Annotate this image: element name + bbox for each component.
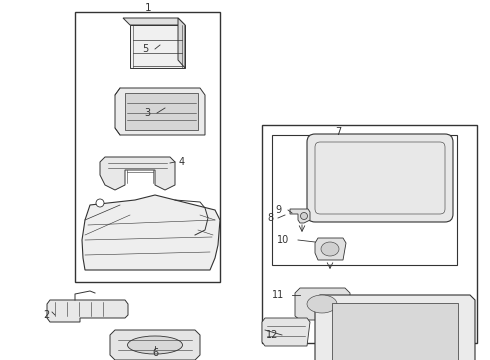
Polygon shape: [100, 157, 175, 190]
Text: 8: 8: [267, 213, 273, 223]
FancyBboxPatch shape: [307, 134, 453, 222]
Bar: [75, 12, 220, 282]
Polygon shape: [332, 303, 458, 360]
Polygon shape: [262, 318, 310, 346]
Polygon shape: [115, 88, 205, 135]
Polygon shape: [47, 300, 128, 322]
Ellipse shape: [307, 295, 337, 313]
Polygon shape: [110, 330, 200, 360]
Text: 2: 2: [43, 310, 49, 320]
Polygon shape: [290, 209, 310, 223]
Text: 7: 7: [335, 127, 341, 137]
Text: 9: 9: [275, 205, 281, 215]
Polygon shape: [125, 93, 198, 130]
Text: 12: 12: [266, 330, 278, 340]
Text: 10: 10: [277, 235, 289, 245]
Text: 4: 4: [179, 157, 185, 167]
Polygon shape: [295, 288, 350, 320]
Polygon shape: [123, 18, 185, 25]
Text: 5: 5: [142, 44, 148, 54]
Text: 11: 11: [272, 290, 284, 300]
Polygon shape: [315, 238, 346, 260]
Bar: [262, 125, 477, 343]
Polygon shape: [178, 18, 185, 68]
Ellipse shape: [127, 336, 182, 354]
Text: 1: 1: [145, 3, 151, 13]
Polygon shape: [130, 25, 185, 68]
Circle shape: [96, 199, 104, 207]
Ellipse shape: [321, 242, 339, 256]
Bar: [272, 135, 457, 265]
Polygon shape: [82, 195, 220, 270]
Text: 3: 3: [144, 108, 150, 118]
Polygon shape: [315, 295, 475, 360]
Text: 6: 6: [152, 348, 158, 358]
Circle shape: [300, 212, 308, 220]
